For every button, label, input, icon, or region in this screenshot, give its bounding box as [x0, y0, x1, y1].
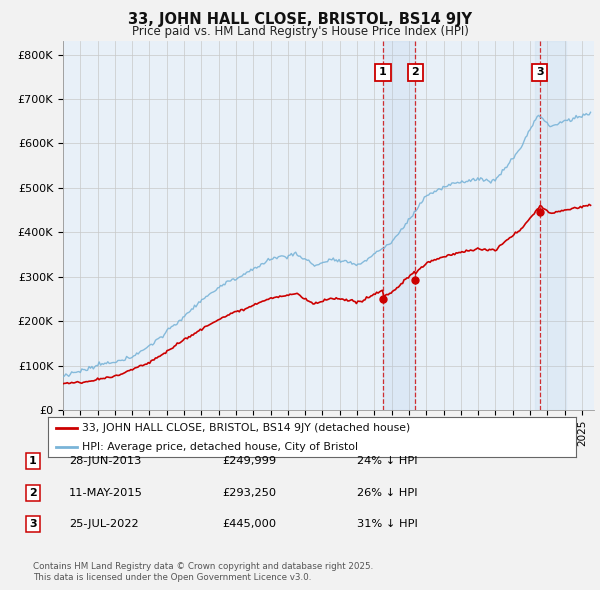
Text: 33, JOHN HALL CLOSE, BRISTOL, BS14 9JY: 33, JOHN HALL CLOSE, BRISTOL, BS14 9JY	[128, 12, 472, 27]
Text: This data is licensed under the Open Government Licence v3.0.: This data is licensed under the Open Gov…	[33, 572, 311, 582]
Text: 26% ↓ HPI: 26% ↓ HPI	[357, 488, 418, 497]
Text: 1: 1	[379, 67, 386, 77]
Bar	[383, 41, 415, 410]
Text: 3: 3	[536, 67, 544, 77]
Text: 1: 1	[29, 457, 37, 466]
Text: 24% ↓ HPI: 24% ↓ HPI	[357, 457, 418, 466]
Text: Price paid vs. HM Land Registry's House Price Index (HPI): Price paid vs. HM Land Registry's House …	[131, 25, 469, 38]
Text: HPI: Average price, detached house, City of Bristol: HPI: Average price, detached house, City…	[82, 442, 358, 452]
Text: 33, JOHN HALL CLOSE, BRISTOL, BS14 9JY (detached house): 33, JOHN HALL CLOSE, BRISTOL, BS14 9JY (…	[82, 423, 410, 433]
Bar	[535, 41, 566, 410]
Text: Contains HM Land Registry data © Crown copyright and database right 2025.: Contains HM Land Registry data © Crown c…	[33, 562, 373, 571]
Text: £445,000: £445,000	[222, 519, 276, 529]
Text: 28-JUN-2013: 28-JUN-2013	[69, 457, 142, 466]
Text: 2: 2	[412, 67, 419, 77]
Text: 3: 3	[29, 519, 37, 529]
Text: 2: 2	[29, 488, 37, 497]
Text: 25-JUL-2022: 25-JUL-2022	[69, 519, 139, 529]
Text: 31% ↓ HPI: 31% ↓ HPI	[357, 519, 418, 529]
Text: 11-MAY-2015: 11-MAY-2015	[69, 488, 143, 497]
Text: £293,250: £293,250	[222, 488, 276, 497]
Text: £249,999: £249,999	[222, 457, 276, 466]
